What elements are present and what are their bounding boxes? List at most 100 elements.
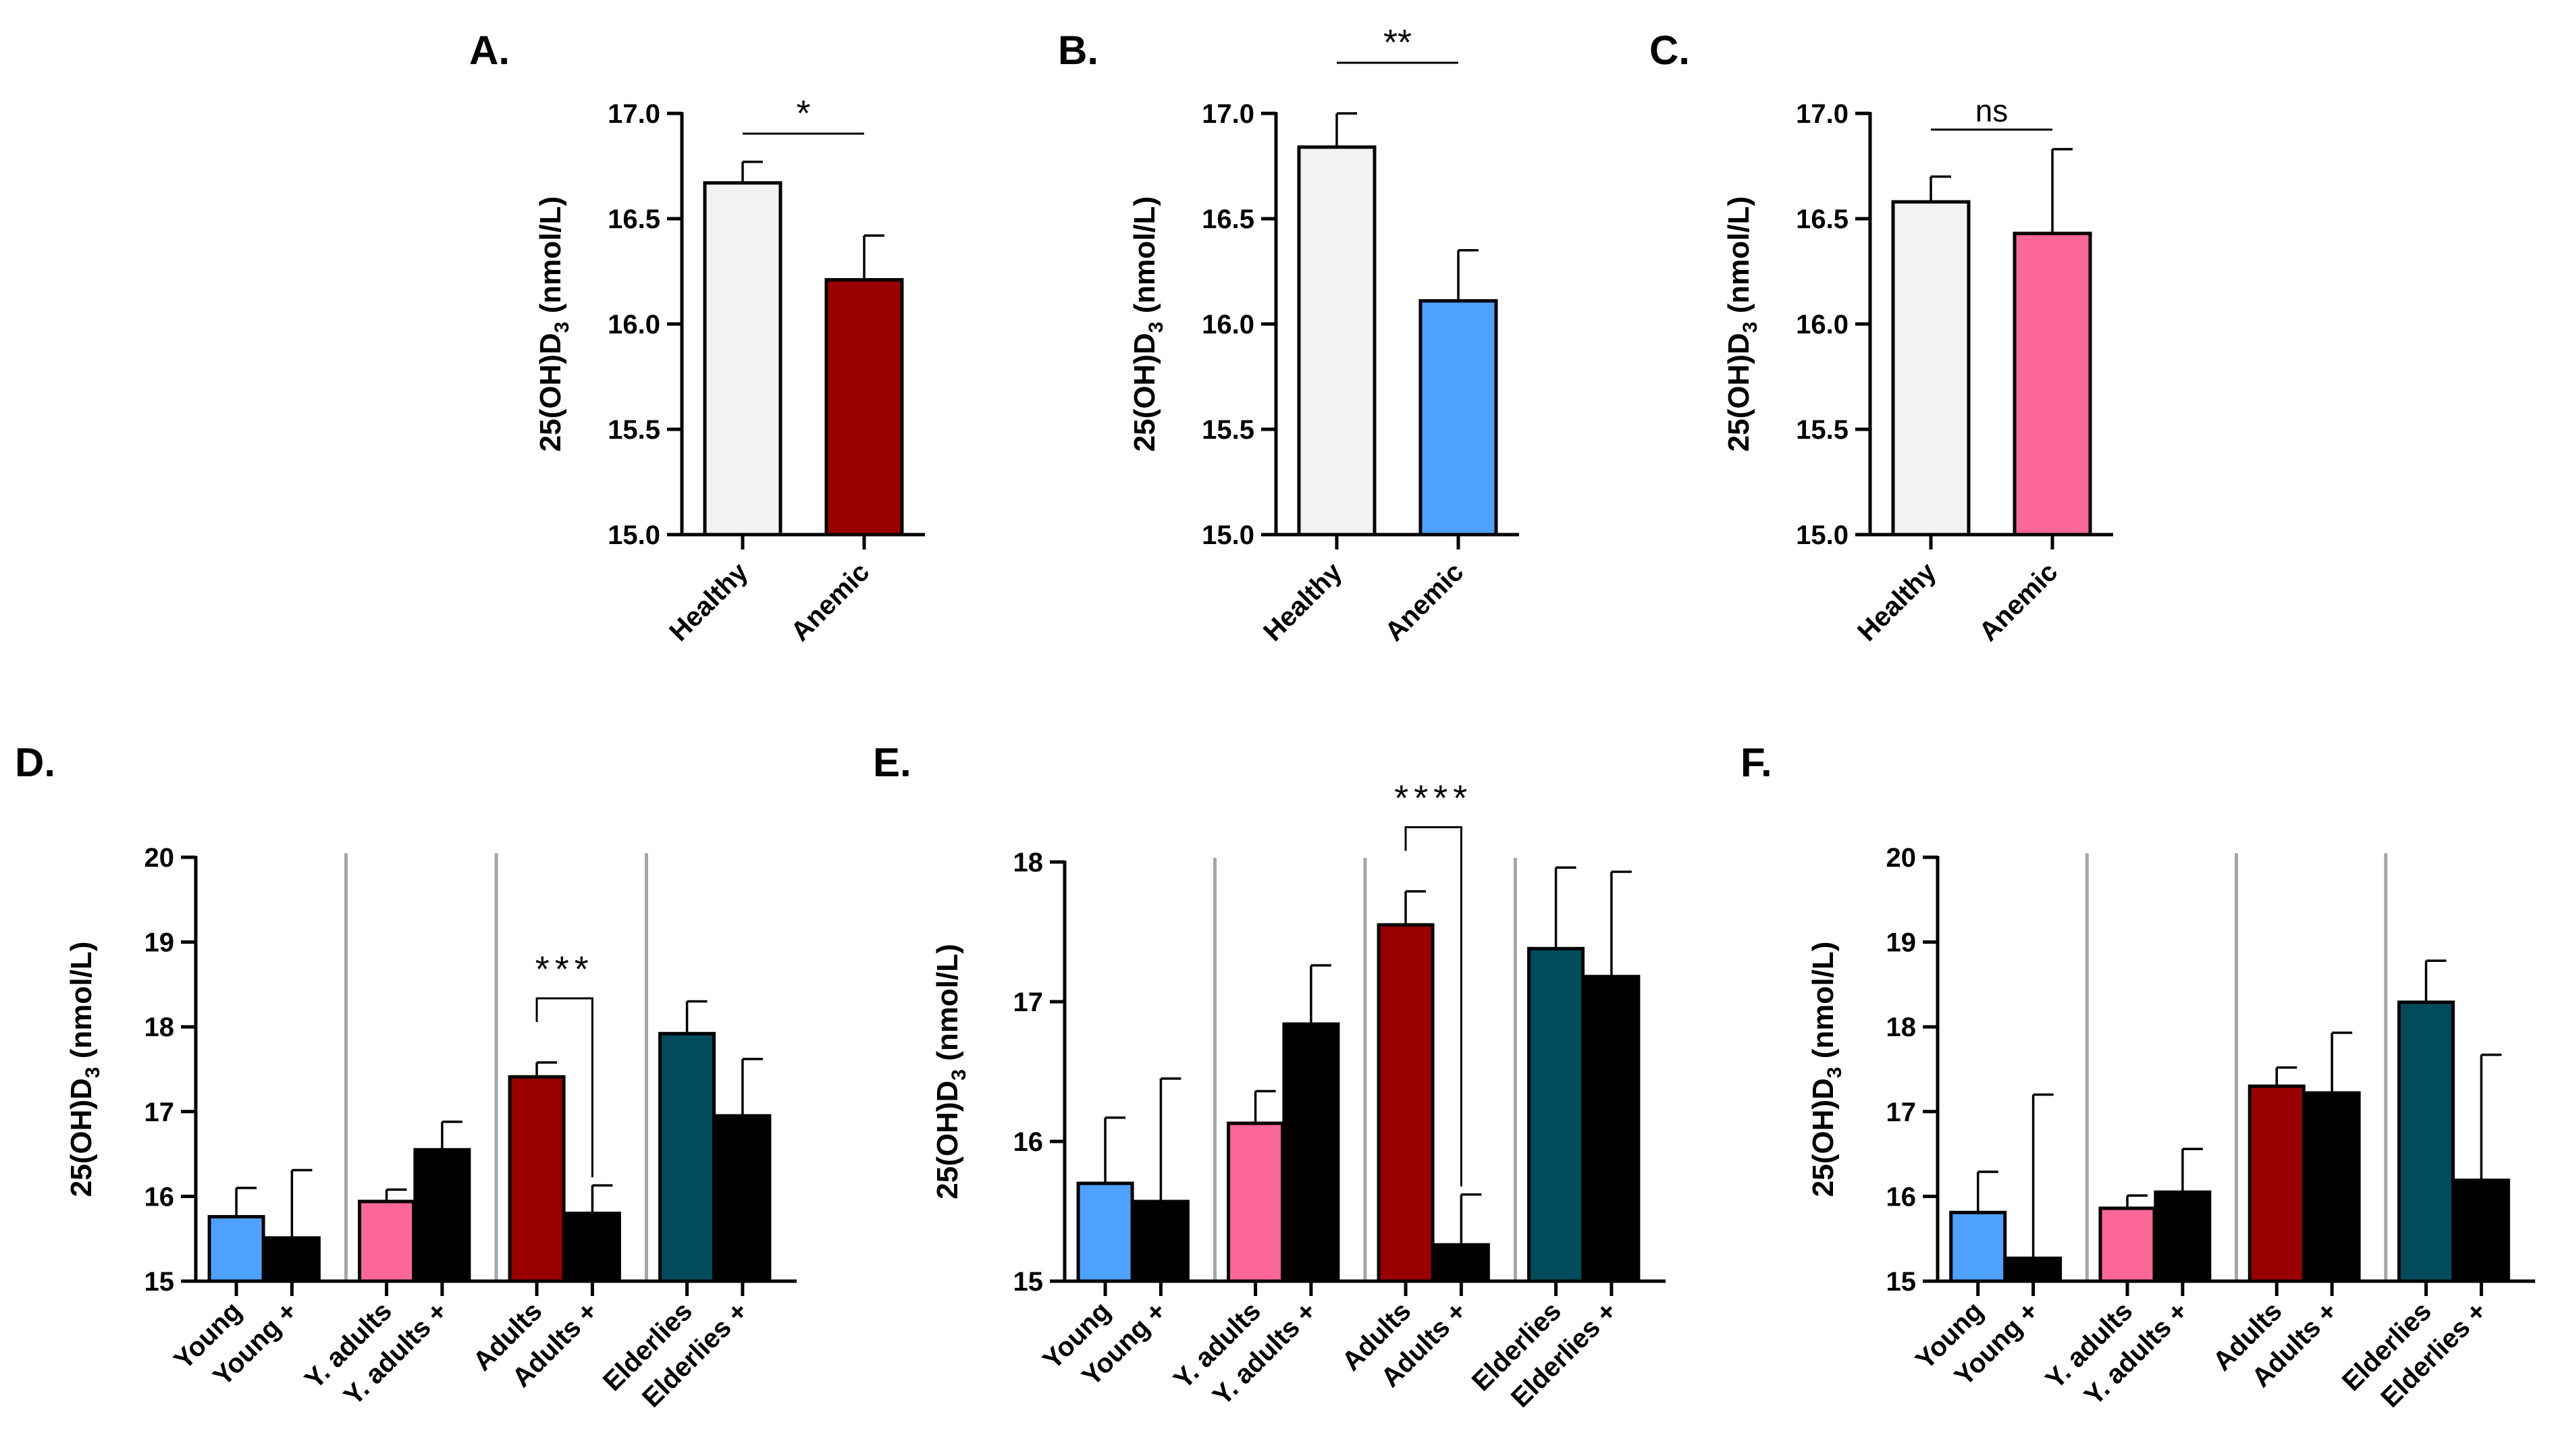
y-tick-label: 16.5 — [1202, 205, 1254, 234]
bar — [1418, 299, 1498, 537]
bar — [413, 1148, 471, 1283]
significance-label: **** — [1394, 778, 1472, 818]
y-axis-label-unit: (nmol/L) — [931, 944, 964, 1069]
significance-label: ns — [1975, 93, 2009, 128]
bar — [358, 1199, 416, 1283]
panel-label: A. — [469, 28, 510, 73]
panel-c-chart: C. 15.0 15.5 16.0 16.5 17.0 Healthy Anemic 25(OH… — [1649, 28, 2113, 647]
y-tick-label: 20 — [144, 843, 175, 873]
y-tick-label: 17.0 — [1202, 99, 1254, 129]
y-tick-label: 16 — [1886, 1182, 1917, 1212]
y-tick-label: 17 — [144, 1098, 175, 1127]
y-tick-label: 17 — [1886, 1098, 1917, 1127]
y-tick-label: 16.0 — [1202, 310, 1254, 340]
y-tick-label: 16.5 — [608, 205, 660, 234]
bar — [2013, 232, 2092, 537]
y-tick-label: 16.0 — [1796, 310, 1849, 340]
panel-a-chart: A. 15.0 15.5 16.0 16.5 17.0 Healthy Anemic 25(OH… — [469, 28, 925, 647]
bar — [207, 1215, 265, 1283]
y-axis-label-main: 25(OH)D — [1128, 333, 1161, 452]
panel-b-chart: B. 15.0 15.5 16.0 16.5 17.0 Healthy Anemic 25(OH… — [1058, 22, 1519, 647]
y-axis-label: 25(OH)D3 (nmol/L) — [1807, 942, 1846, 1197]
y-axis-label-subscript: 3 — [1739, 322, 1761, 333]
y-axis-label-main: 25(OH)D — [1807, 1078, 1840, 1197]
y-tick-label: 15.5 — [1796, 415, 1849, 445]
significance-bracket — [535, 997, 593, 1178]
bar — [714, 1114, 772, 1283]
y-tick-label: 17.0 — [1796, 99, 1849, 129]
y-tick-label: 18 — [1013, 848, 1044, 878]
bar — [2397, 1000, 2455, 1283]
bar — [2004, 1256, 2063, 1283]
bar — [2452, 1179, 2510, 1283]
y-tick-label: 20 — [1886, 843, 1917, 873]
y-tick-label: 15.5 — [608, 415, 660, 445]
y-tick-label: 16 — [144, 1182, 175, 1212]
bar — [1227, 1121, 1285, 1283]
y-axis-label: 25(OH)D3 (nmol/L) — [1128, 196, 1167, 452]
y-tick-label: 17 — [1013, 988, 1044, 1017]
bar — [1583, 975, 1641, 1283]
y-axis-label-main: 25(OH)D — [931, 1081, 964, 1199]
y-tick-label: 15.0 — [1796, 520, 1849, 550]
bar — [1076, 1181, 1134, 1283]
significance-label: * — [796, 93, 810, 134]
y-axis-label-main: 25(OH)D — [1722, 333, 1755, 452]
bar — [1132, 1199, 1190, 1283]
category-label: Anemic — [1973, 557, 2063, 647]
y-tick-label: 18 — [144, 1013, 175, 1042]
bar — [2098, 1206, 2156, 1283]
y-tick-label: 15 — [1886, 1267, 1917, 1297]
y-axis-label-unit: (nmol/L) — [534, 196, 567, 322]
bar — [508, 1075, 566, 1283]
y-axis-label-main: 25(OH)D — [65, 1078, 98, 1197]
y-axis-label: 25(OH)D3 (nmol/L) — [65, 942, 104, 1197]
bar — [2303, 1091, 2361, 1283]
bar — [1297, 145, 1377, 537]
bar — [1377, 923, 1435, 1283]
bar — [1949, 1210, 2007, 1283]
y-tick-label: 15 — [144, 1267, 175, 1297]
bar — [1432, 1243, 1490, 1283]
bar — [824, 277, 904, 537]
panel-label: B. — [1058, 28, 1098, 73]
significance-label: ** — [1383, 22, 1412, 63]
y-axis-label-unit: (nmol/L) — [1807, 942, 1840, 1067]
y-axis-label-unit: (nmol/L) — [65, 942, 98, 1067]
y-axis-label-subscript: 3 — [1145, 322, 1167, 333]
significance-label: *** — [535, 949, 594, 990]
y-tick-label: 18 — [1886, 1013, 1917, 1042]
y-tick-label: 16.5 — [1796, 205, 1849, 234]
y-axis-label-unit: (nmol/L) — [1722, 196, 1755, 322]
bar — [263, 1236, 321, 1283]
y-axis-label-subscript: 3 — [948, 1069, 970, 1081]
bar — [1891, 200, 1971, 537]
y-tick-label: 15.5 — [1202, 415, 1254, 445]
y-tick-label: 17.0 — [608, 99, 660, 129]
panel-label: D. — [15, 740, 55, 785]
y-axis-label-subscript: 3 — [1824, 1067, 1846, 1079]
y-tick-label: 19 — [144, 928, 175, 958]
y-tick-label: 19 — [1886, 928, 1917, 958]
y-tick-label: 15 — [1013, 1267, 1044, 1297]
category-label: Anemic — [1379, 557, 1469, 647]
bar — [703, 181, 782, 537]
bar — [1282, 1022, 1340, 1283]
y-tick-label: 15.0 — [1202, 520, 1254, 550]
category-label: Healthy — [664, 557, 754, 647]
panel-label: F. — [1740, 740, 1772, 785]
y-axis-label-main: 25(OH)D — [534, 333, 567, 452]
y-tick-label: 15.0 — [608, 520, 660, 550]
bar — [2248, 1084, 2306, 1283]
y-axis-label: 25(OH)D3 (nmol/L) — [534, 196, 573, 452]
panel-label: E. — [873, 740, 911, 785]
panel-label: C. — [1649, 28, 1690, 73]
significance-bracket — [1404, 826, 1462, 1187]
category-label: Healthy — [1258, 557, 1348, 647]
bar — [658, 1031, 716, 1283]
y-axis-label: 25(OH)D3 (nmol/L) — [931, 944, 970, 1199]
y-axis-label-subscript: 3 — [82, 1067, 104, 1079]
